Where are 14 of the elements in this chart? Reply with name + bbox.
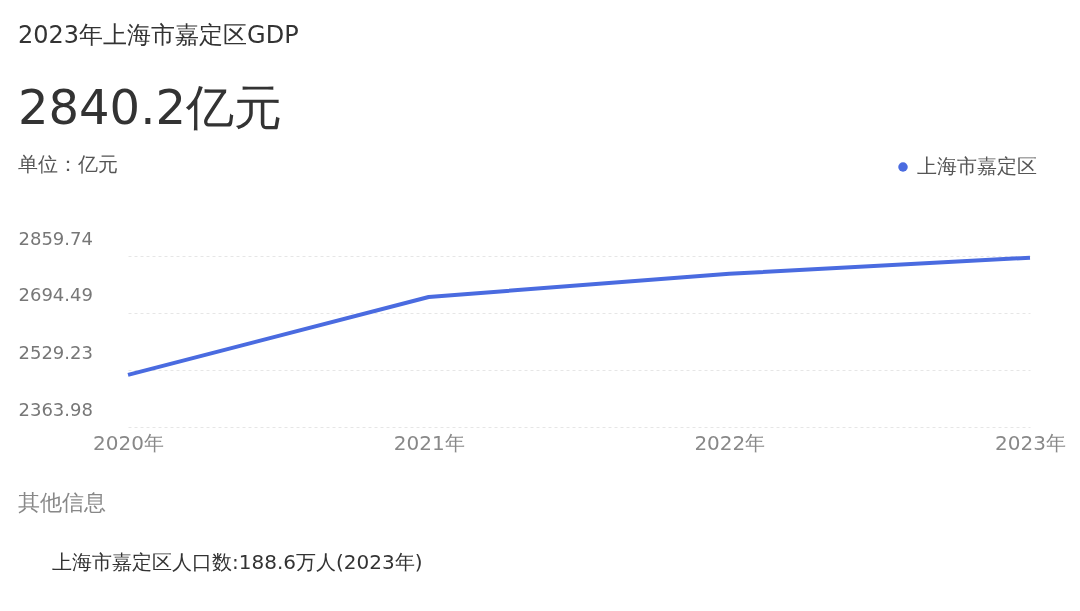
y-tick-label: 2694.49 xyxy=(18,284,93,306)
chart-title: 2023年上海市嘉定区GDP xyxy=(18,21,299,49)
y-axis-title: 单位：亿元 xyxy=(18,152,118,176)
y-tick-label: 2529.23 xyxy=(18,341,93,363)
chart-subtitle: 2840.2亿元 xyxy=(18,79,282,135)
text: 上海市嘉定区人口数:188.6万人(2023年) xyxy=(52,550,423,574)
x-tick-label: 2021年 xyxy=(393,430,465,455)
x-tick-label: 2020年 xyxy=(93,430,164,455)
y-tick-label: 2859.74 xyxy=(18,227,93,249)
x-tick-label: 2022年 xyxy=(694,430,766,455)
legend-label: 上海市嘉定区 xyxy=(917,154,1037,178)
text: 其他信息 xyxy=(18,490,106,515)
y-tick-label: 2363.98 xyxy=(18,398,93,420)
x-tick-label: 2023年 xyxy=(995,430,1066,455)
